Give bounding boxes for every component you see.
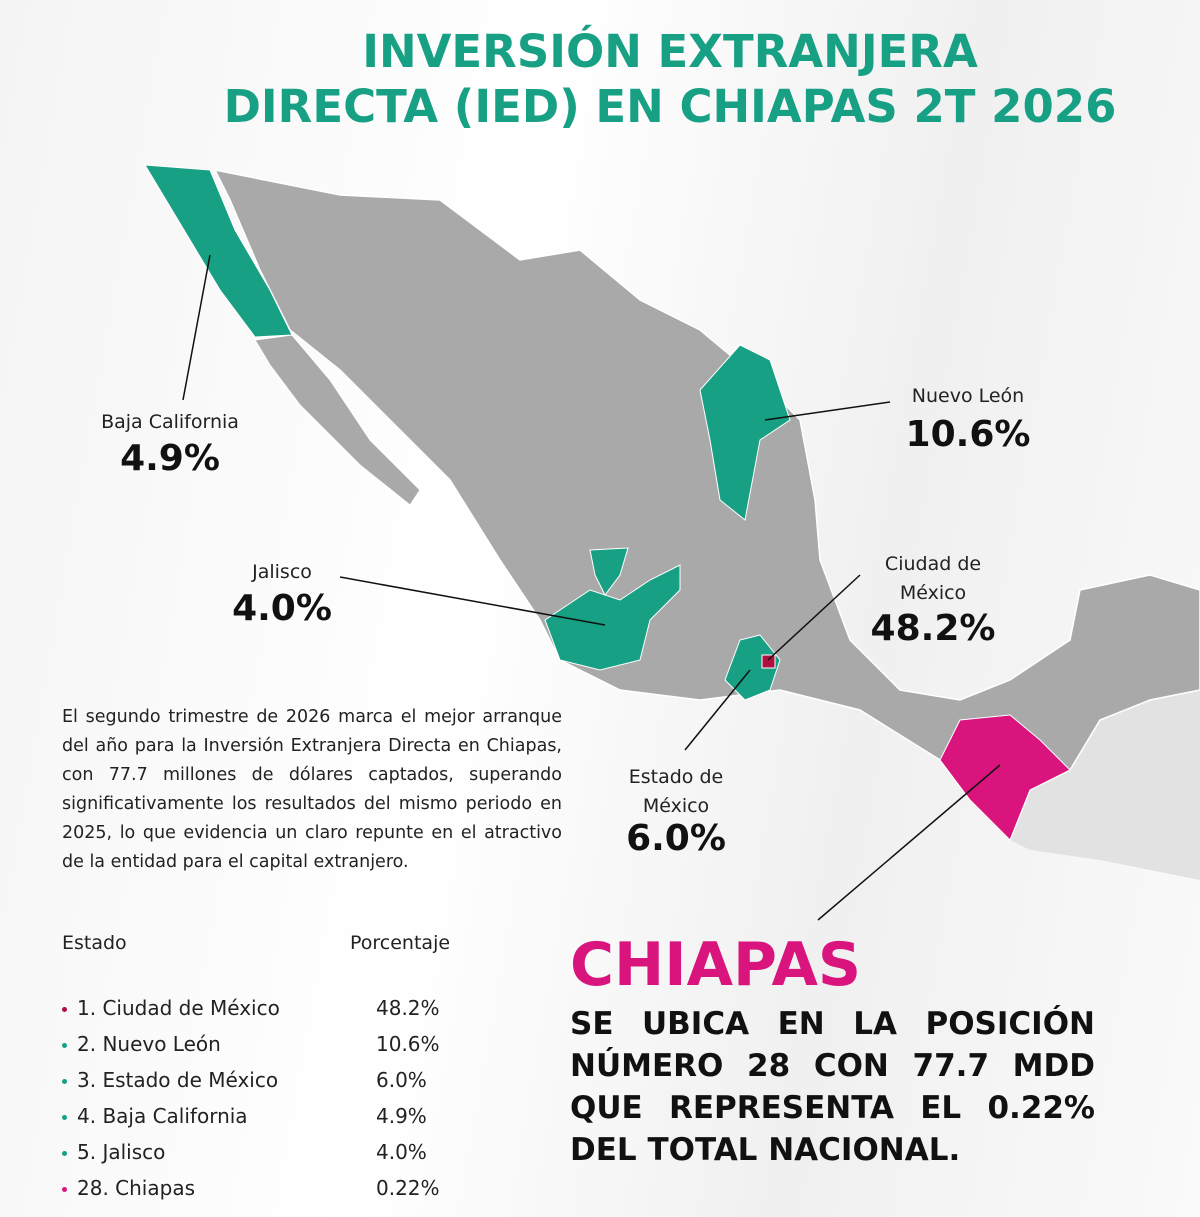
mexico <box>213 168 1200 842</box>
table-cell: 28. Chiapas <box>62 1176 195 1200</box>
table-header: Estado <box>62 932 127 954</box>
title: INVERSIÓN EXTRANJERA <box>362 25 978 78</box>
percent: 6.0% <box>626 818 726 859</box>
table-cell: 2. Nuevo León <box>62 1032 221 1056</box>
state-label: México <box>642 795 710 817</box>
leader-line <box>767 574 861 661</box>
highlight-title: CHIAPAS <box>570 930 862 1000</box>
bullet <box>62 1151 67 1156</box>
table-cell: 6.0% <box>376 1068 427 1092</box>
bullet <box>62 1079 67 1084</box>
state-label: Baja California <box>101 411 239 433</box>
highlight-line: DEL TOTAL NACIONAL. <box>570 1132 961 1168</box>
leader-line <box>182 254 211 401</box>
bullet <box>62 1187 67 1192</box>
bullet <box>62 1043 67 1048</box>
percent: 4.9% <box>120 438 220 479</box>
leader-line <box>684 669 751 751</box>
table-cell: 0.22% <box>376 1176 440 1200</box>
table-cell: 4.9% <box>376 1104 427 1128</box>
state-cdmx <box>761 654 776 669</box>
state-jalisco-north <box>589 547 629 596</box>
highlight-line: QUE REPRESENTA EL 0.22% <box>570 1090 1095 1126</box>
highlight-line: NÚMERO 28 CON 77.7 MDD <box>570 1048 1095 1084</box>
leader-line <box>339 576 606 626</box>
bullet <box>62 1115 67 1120</box>
table-cell: 10.6% <box>376 1032 440 1056</box>
state-name: 3. Estado de México <box>77 1068 279 1092</box>
state-label: México <box>899 582 967 604</box>
state-label: Jalisco <box>252 561 312 583</box>
percent: 10.6% <box>905 414 1031 455</box>
state-label: Nuevo León <box>911 385 1025 407</box>
table-cell: 4.0% <box>376 1140 427 1164</box>
state-name: 28. Chiapas <box>77 1176 195 1200</box>
paragraph: El segundo trimestre de 2026 marca el me… <box>62 707 562 872</box>
state-label: Estado de <box>628 766 724 788</box>
state-baja-california <box>144 164 293 338</box>
state-chiapas <box>939 714 1071 841</box>
table-cell: 3. Estado de México <box>62 1068 278 1092</box>
state-name: 2. Nuevo León <box>77 1032 221 1056</box>
percent: 4.0% <box>232 588 332 629</box>
table-cell: 5. Jalisco <box>62 1140 165 1164</box>
leader-line <box>764 401 891 421</box>
state-name: 4. Baja California <box>77 1104 248 1128</box>
baja-sur <box>254 334 421 506</box>
table-cell: 4. Baja California <box>62 1104 248 1128</box>
percent: 48.2% <box>870 608 996 649</box>
leader-line <box>817 764 1001 921</box>
table-header: Porcentaje <box>350 932 451 954</box>
table-cell: 48.2% <box>376 996 440 1020</box>
state-nuevo-leon <box>699 344 791 521</box>
table-cell: 1. Ciudad de México <box>62 996 280 1020</box>
state-name: 5. Jalisco <box>77 1140 166 1164</box>
bullet <box>62 1007 67 1012</box>
state-name: 1. Ciudad de México <box>77 996 280 1020</box>
title: DIRECTA (IED) EN CHIAPAS 2T 2026 <box>223 80 1117 133</box>
state-jalisco <box>544 564 681 671</box>
state-label: Ciudad de <box>884 553 982 575</box>
highlight-line: SE UBICA EN LA POSICIÓN <box>570 1006 1095 1042</box>
